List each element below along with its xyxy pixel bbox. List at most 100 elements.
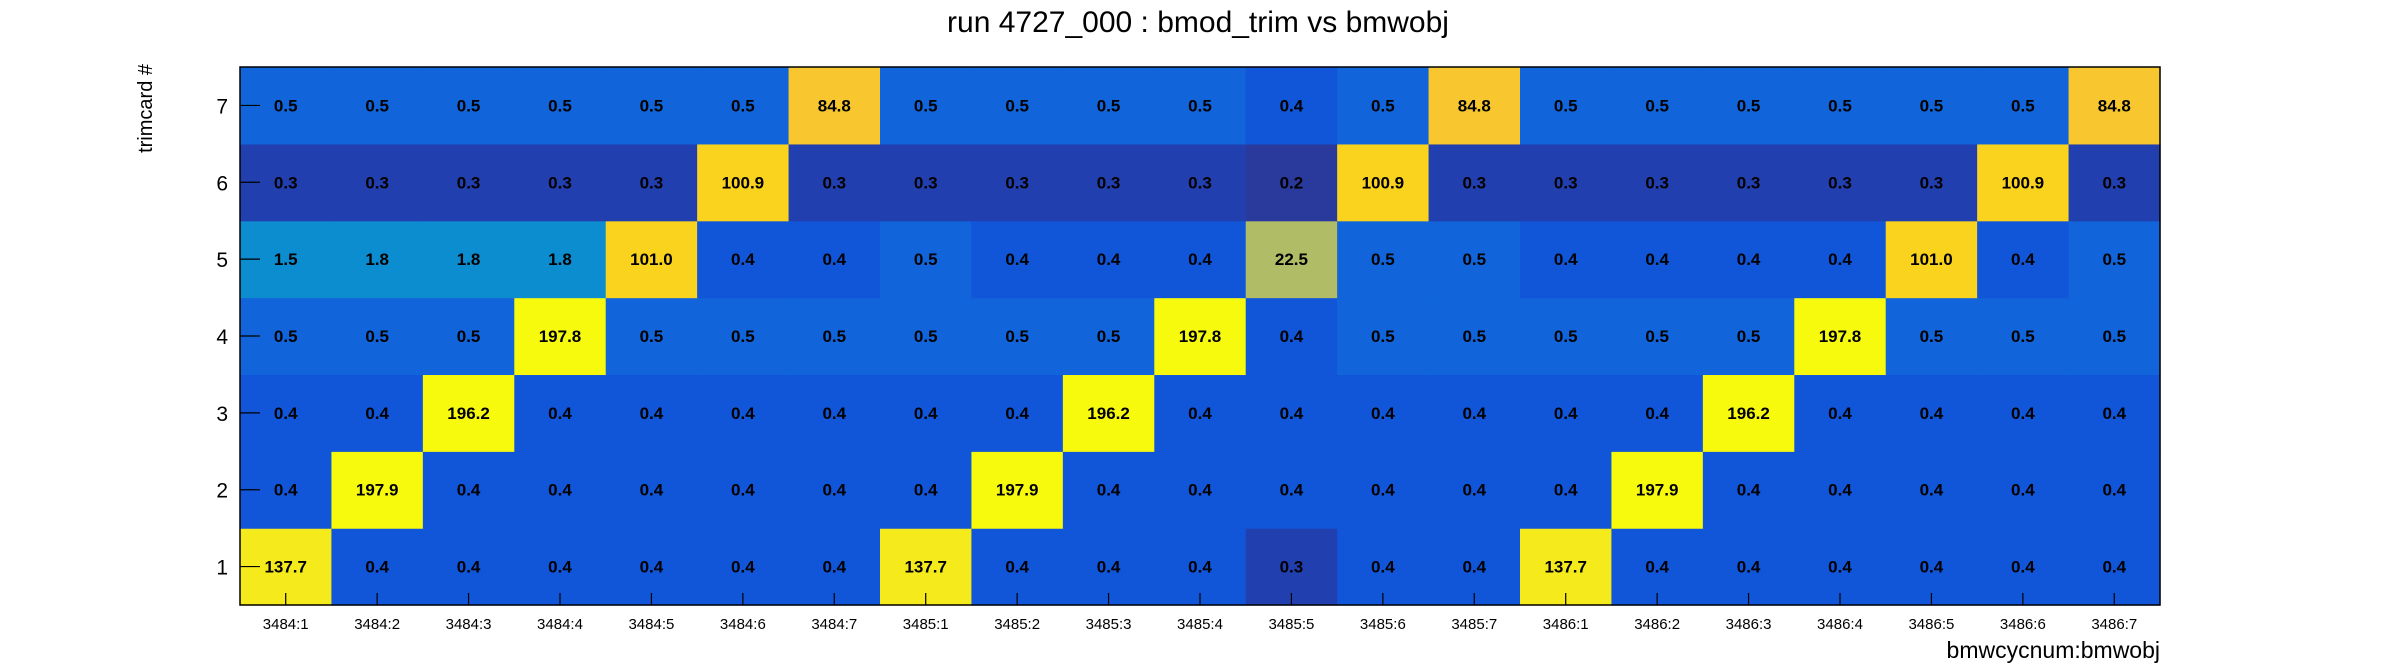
heatmap-cell [1885,143,1978,222]
cell-value-label: 0.4 [1097,558,1121,577]
cell-value-label: 1.8 [457,250,481,269]
cell-value-label: 197.9 [996,481,1039,500]
cell-value-label: 0.3 [1188,173,1212,192]
heatmap-cell [1337,67,1430,145]
cell-value-label: 0.3 [1828,173,1852,192]
heatmap-cell [2068,143,2161,222]
cell-value-label: 101.0 [630,250,673,269]
heatmap-cell [605,143,698,222]
heatmap-cell [1428,220,1521,299]
heatmap-cell [1794,297,1887,376]
heatmap-cell [1245,297,1338,376]
cell-value-label: 0.4 [365,404,389,423]
x-tick-label: 3486:7 [2091,616,2137,633]
cell-value-label: 0.4 [1737,250,1761,269]
heatmap-cell [1337,297,1430,376]
cell-value-label: 0.4 [1828,250,1852,269]
cell-value-label: 0.4 [1920,404,1944,423]
cell-value-label: 0.4 [1645,250,1669,269]
x-tick-label: 3485:3 [1086,616,1132,633]
cell-value-label: 0.4 [1828,404,1852,423]
cell-value-label: 0.4 [1280,96,1304,115]
heatmap-cell [1062,220,1155,299]
heatmap-cell [514,528,607,606]
cell-value-label: 1.5 [274,250,298,269]
cell-value-label: 0.4 [1188,558,1212,577]
cell-value-label: 0.4 [731,558,755,577]
cell-value-label: 0.3 [822,173,846,192]
heatmap-cell [1245,143,1338,222]
cell-value-label: 0.5 [1645,327,1669,346]
cell-value-label: 0.5 [914,327,938,346]
cell-value-label: 0.4 [1188,250,1212,269]
cell-value-label: 0.3 [274,173,298,192]
cell-value-label: 0.4 [1280,481,1304,500]
heatmap-cell [1520,220,1613,299]
heatmap-cell [2068,220,2161,299]
cell-value-label: 0.5 [640,327,664,346]
heatmap-cell [514,297,607,376]
heatmap-cell [1154,67,1247,145]
x-tick-label: 3486:3 [1726,616,1772,633]
cell-value-label: 0.5 [1737,327,1761,346]
cell-value-label: 197.8 [1819,327,1862,346]
heatmap-cell [605,220,698,299]
cell-value-label: 0.4 [1005,404,1029,423]
heatmap-cell [697,528,790,606]
cell-value-label: 0.3 [640,173,664,192]
cell-value-label: 0.4 [365,558,389,577]
cell-value-label: 0.4 [640,558,664,577]
cell-value-label: 0.4 [548,558,572,577]
cell-value-label: 84.8 [818,96,851,115]
heatmap-cell [1794,451,1887,529]
heatmap-cell [1428,297,1521,376]
cell-value-label: 0.5 [1097,96,1121,115]
cell-value-label: 100.9 [722,173,765,192]
heatmap-cell [1428,528,1521,606]
heatmap-cell [1337,374,1430,452]
heatmap-cell [331,67,424,145]
heatmap-cell [1794,143,1887,222]
cell-value-label: 0.3 [914,173,938,192]
heatmap-cell [697,297,790,376]
cell-value-label: 0.5 [1554,96,1578,115]
cell-value-label: 0.4 [1737,558,1761,577]
heatmap-cell [331,297,424,376]
heatmap-cell [1885,451,1978,529]
heatmap-cell [1702,297,1795,376]
cell-value-label: 137.7 [1544,558,1587,577]
heatmap-cell [1245,220,1338,299]
cell-value-label: 0.4 [914,481,938,500]
cell-value-label: 0.4 [1097,250,1121,269]
heatmap-cell [880,374,973,452]
cell-value-label: 0.4 [1645,404,1669,423]
cell-value-label: 0.4 [2011,250,2035,269]
cell-value-label: 0.4 [1554,250,1578,269]
cell-value-label: 0.4 [822,481,846,500]
cell-value-label: 0.4 [2102,558,2126,577]
heatmap-cell [1611,451,1704,529]
cell-value-label: 0.3 [1005,173,1029,192]
heatmap-cell [971,297,1064,376]
cell-value-label: 0.3 [1097,173,1121,192]
heatmap-cell [1062,374,1155,452]
heatmap-cell [1702,374,1795,452]
x-tick-label: 3485:6 [1360,616,1406,633]
heatmap-cell [1062,67,1155,145]
heatmap-cell [1611,67,1704,145]
heatmap-cell [788,528,881,606]
cell-value-label: 0.4 [640,404,664,423]
cell-value-label: 1.8 [548,250,572,269]
cell-value-label: 197.8 [1179,327,1222,346]
heatmap-cell [1520,451,1613,529]
heatmap-cell [880,528,973,606]
heatmap-cell [971,143,1064,222]
cell-value-label: 0.3 [1462,173,1486,192]
x-tick-label: 3485:2 [994,616,1040,633]
cell-value-label: 0.3 [548,173,572,192]
heatmap-cell [1062,528,1155,606]
heatmap-cell [1977,220,2070,299]
cell-value-label: 0.4 [914,404,938,423]
heatmap-cell [1428,451,1521,529]
x-tick-label: 3484:7 [811,616,857,633]
